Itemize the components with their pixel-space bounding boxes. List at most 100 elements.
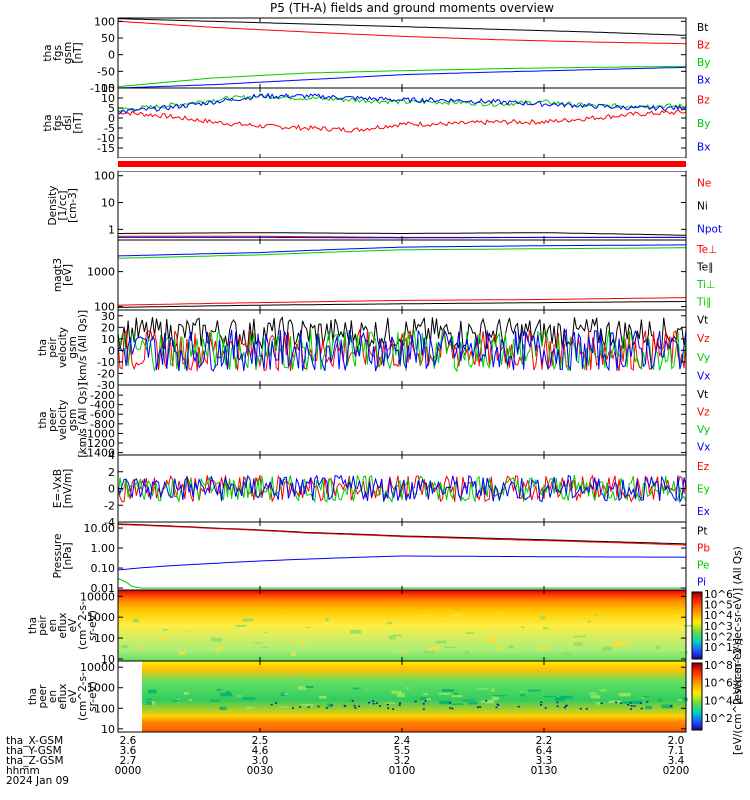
y-axis-label-line: velocity [57,399,69,440]
spectro-patch [560,695,573,699]
colorbar-strip [691,662,703,731]
spectro-dot [292,707,294,709]
spectro-patch [283,693,289,695]
spectro-dot [633,705,636,707]
spectro-patch [245,707,255,709]
y-tick-label: 100 [94,301,115,314]
spectro-patch [451,694,463,698]
y-axis-label-line: gsm [62,42,74,64]
y-axis-label-line: [cm-3] [67,188,79,223]
date-label: 2024 Jan 09 [6,775,69,787]
y-tick-label: 0 [108,344,115,357]
spectro-patch [451,703,464,705]
y-axis-label-line: [nPa] [62,542,74,569]
spectro-dot [477,706,479,708]
spectro-patch [435,640,447,644]
spectro-dot [351,700,354,702]
y-axis-label-line: (cm^2-s- [77,601,89,650]
spectro-dot [414,700,417,703]
spectro-dot [579,708,582,710]
spectro-patch [590,695,601,699]
time-row-value: 2.7 [120,755,137,767]
time-axis-block: tha_X-GSM 2.6 2.5 2.4 2.2 2.0 tha_Y-GSM 3.6 4.6 5… [6,735,689,787]
spectro-dot [368,701,370,704]
spectro-patch [508,621,517,624]
y-axis-label-line: gsm [67,409,79,431]
spectro-patch [630,700,643,705]
y-axis-label-line: peir [37,615,49,636]
spectro-patch [219,706,227,710]
spectro-patch [528,689,541,692]
spectro-dot [422,703,425,705]
spectro-patch [214,647,219,652]
spectro-patch [168,632,175,634]
spectro-dot [372,700,375,702]
spectro-dot [330,704,333,706]
spectro-patch [389,617,397,619]
flag-bar [118,161,686,167]
spectro-patch [554,697,565,701]
spectro-patch [352,687,360,690]
spectro-dot [307,706,310,708]
y-tick-label: 10.00 [84,522,116,535]
spectro-patch [520,626,525,629]
series-Bz [117,109,687,133]
time-row-value: 0200 [663,765,690,777]
series-Ti∥ [117,247,686,259]
time-row-value: 6.4 [536,745,553,757]
panel-peer_velocity: -200-400-600-800-1000-1200-1400 thapeerve… [37,382,710,459]
spectro-dot [392,708,395,710]
y-axis-label-line: [km/s (All Qs)] [77,310,89,385]
spectro-dot [544,707,547,709]
legend-entry: Bz [697,95,710,107]
panel-pressure: 10.00 1.00 0.10 0.01 Pressure[nPa] Pt Pb Pe Pi [52,521,710,595]
spectro-patch [135,647,146,649]
spectro-dot [497,704,500,706]
y-tick-label: 10 [101,197,115,210]
spectro-patch [540,616,546,620]
spectro-patch [290,652,296,656]
panel-frame [117,17,687,89]
time-row-value: 2.0 [668,735,685,747]
spectro-patch [465,632,474,634]
spectro-dot [640,707,643,710]
spectro-patch [319,696,327,699]
colorbar-tick-label: 10^5 [704,600,733,612]
spectro-patch [676,614,684,617]
y-tick-label: -4 [104,516,115,529]
panel-density: 100 10 1 Density[1/cc][cm-3] Ne Ni Npot [47,170,722,241]
y-tick-label: 4 [108,449,115,462]
y-tick-label: 100 [94,15,115,28]
spectro-patch [444,646,456,648]
y-tick-label: 1 [108,223,115,236]
y-tick-label: 0.01 [91,582,116,595]
spectro-dot [496,703,499,706]
colorbar-tick-label: 10^6 [704,589,733,601]
legend-entry: By [697,57,710,69]
y-axis-label-line: sr-eV) [87,681,99,712]
series-Vy [117,329,687,373]
y-axis-label-line: fgs [52,115,64,131]
spectro-patch [493,695,506,697]
y-tick-label: 100 [94,632,115,645]
spectro-dot [615,701,618,704]
spectro-patch [642,696,650,698]
time-row-value: 2.4 [394,735,411,747]
spectro-patch [148,689,157,694]
legend-entry: Bx [697,141,710,153]
y-tick-label: -100 [90,82,115,95]
y-tick-label: 20 [101,321,115,334]
spectro-patch [593,614,599,616]
spectro-patch [496,612,501,615]
spectro-dot [449,702,452,704]
legend-entry: Ni [697,201,708,213]
spectro-patch [476,688,489,690]
spectro-dot [354,707,357,709]
spectro-dot [398,704,401,706]
y-axis-label-line: fgs [52,45,64,61]
spectro-patch [210,699,220,702]
spectro-patch [147,698,152,700]
spectro-patch [622,643,633,646]
panels: 100500-50-100thafgsgsm[nT]BtBzByBx151050… [27,15,722,735]
